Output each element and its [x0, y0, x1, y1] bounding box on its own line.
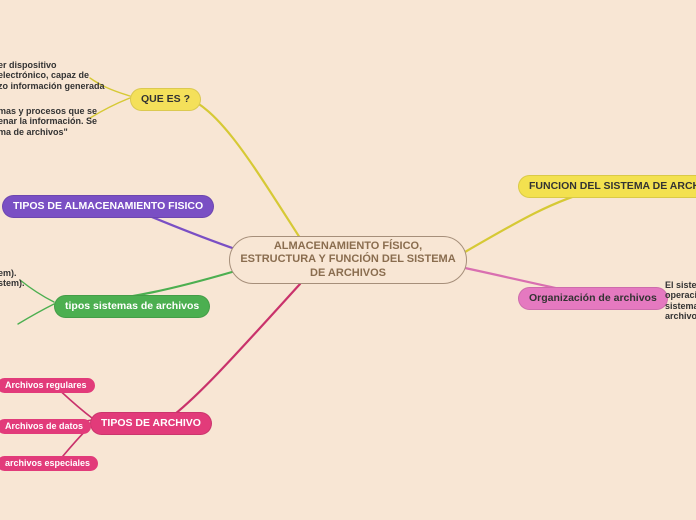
node-tipos-archivo[interactable]: TIPOS DE ARCHIVO: [90, 412, 212, 435]
note-fragment-3: em). stem).: [0, 268, 78, 289]
central-node[interactable]: ALMACENAMIENTO FÍSICO, ESTRUCTURA Y FUNC…: [229, 236, 467, 284]
node-organizacion[interactable]: Organización de archivos: [518, 287, 668, 310]
node-que-es[interactable]: QUE ES ?: [130, 88, 201, 111]
subnode-archivos-regulares[interactable]: Archivos regulares: [0, 378, 95, 393]
note-fragment-2: mas y procesos que se enar la informació…: [0, 106, 118, 137]
note-fragment-5: El siste operacio sistema archivos: [665, 280, 696, 321]
note-fragment-4: .: [0, 318, 8, 328]
subnode-archivos-especiales[interactable]: archivos especiales: [0, 456, 98, 471]
mindmap-canvas: ALMACENAMIENTO FÍSICO, ESTRUCTURA Y FUNC…: [0, 0, 696, 520]
node-tipos-almacenamiento[interactable]: TIPOS DE ALMACENAMIENTO FISICO: [2, 195, 214, 218]
note-fragment-1: er dispositivo electrónico, capaz de zo …: [0, 60, 118, 91]
node-tipos-sistemas[interactable]: tipos sistemas de archivos: [54, 295, 210, 318]
node-funcion[interactable]: FUNCION DEL SISTEMA DE ARCHIVO: [518, 175, 696, 198]
subnode-archivos-datos[interactable]: Archivos de datos: [0, 419, 91, 434]
